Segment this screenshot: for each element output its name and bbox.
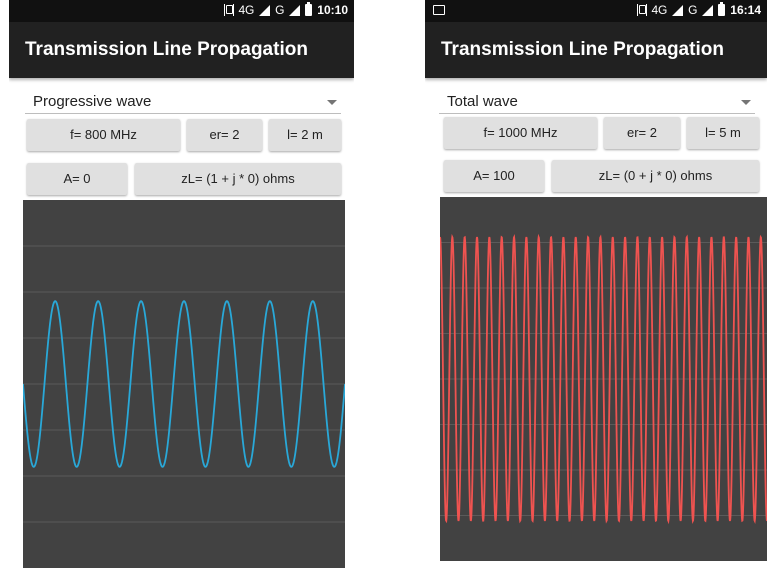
wave-chart [23, 200, 345, 568]
battery-icon [718, 2, 726, 16]
amplitude-button[interactable]: A= 0 [27, 163, 127, 195]
app-title: Transmission Line Propagation [441, 39, 724, 60]
amplitude-button[interactable]: A= 100 [444, 160, 544, 192]
frequency-button[interactable]: f= 800 MHz [27, 119, 180, 151]
app-title: Transmission Line Propagation [25, 39, 308, 60]
signal-icon-2 [289, 4, 301, 16]
notification-image-icon [433, 5, 445, 15]
app-bar: Transmission Line Propagation [9, 22, 354, 78]
network-type-2: G [688, 3, 698, 17]
wave-type-dropdown[interactable]: Total wave [439, 90, 755, 114]
wave-chart [440, 197, 767, 561]
permittivity-button[interactable]: er= 2 [187, 119, 262, 151]
status-icons: 4G G 16:14 [636, 2, 761, 17]
length-button[interactable]: l= 2 m [269, 119, 341, 151]
phone-screen-left: 4G G 10:10 Transmission Line Propagation… [9, 0, 354, 576]
load-impedance-button[interactable]: zL= (1 + j * 0) ohms [135, 163, 341, 195]
status-time: 16:14 [730, 3, 761, 17]
wave-plot [23, 245, 345, 523]
status-bar: 4G G 10:10 [9, 0, 354, 22]
status-icons: 4G G 10:10 [223, 2, 348, 17]
frequency-button[interactable]: f= 1000 MHz [444, 117, 597, 149]
wave-type-selected: Progressive wave [33, 93, 152, 110]
phone-screen-right: 4G G 16:14 Transmission Line Propagation… [425, 0, 767, 576]
app-bar: Transmission Line Propagation [425, 22, 767, 78]
battery-icon [305, 2, 313, 16]
wave-series-line [23, 300, 345, 468]
vibrate-icon [636, 4, 647, 16]
network-type-2: G [275, 3, 285, 17]
wave-series-line [440, 233, 767, 525]
signal-icon [259, 4, 271, 16]
dropdown-arrow-icon [741, 100, 751, 105]
load-impedance-button[interactable]: zL= (0 + j * 0) ohms [552, 160, 759, 192]
wave-plot [440, 233, 767, 525]
signal-icon [672, 4, 684, 16]
status-time: 10:10 [317, 3, 348, 17]
status-bar: 4G G 16:14 [425, 0, 767, 22]
wave-type-selected: Total wave [447, 93, 518, 110]
signal-icon-2 [702, 4, 714, 16]
wave-type-dropdown[interactable]: Progressive wave [25, 90, 341, 114]
length-button[interactable]: l= 5 m [687, 117, 759, 149]
network-type: 4G [238, 3, 255, 17]
permittivity-button[interactable]: er= 2 [604, 117, 680, 149]
dropdown-arrow-icon [327, 100, 337, 105]
network-type: 4G [651, 3, 668, 17]
vibrate-icon [223, 4, 234, 16]
